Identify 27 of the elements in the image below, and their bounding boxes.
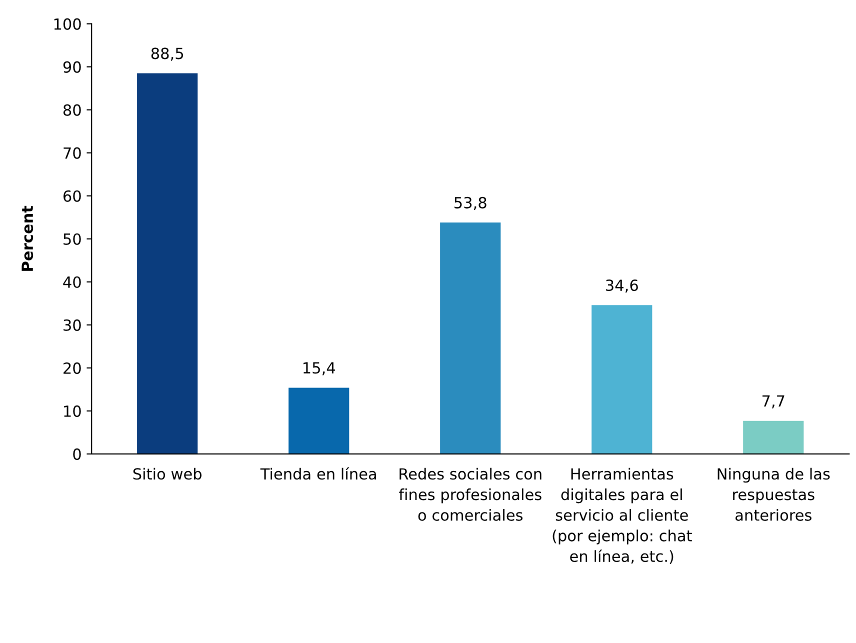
y-tick-label: 20 [64,362,81,374]
y-tick-label: 30 [64,319,81,331]
y-tick-label: 0 [73,448,81,460]
x-tick-label: Tienda en línea [260,467,376,480]
data-label: 7,7 [762,395,784,408]
y-tick-label: 10 [64,405,81,417]
bar [137,73,198,454]
y-tick-label: 90 [63,61,81,73]
data-label: 53,8 [454,196,486,210]
y-tick-label: 100 [54,18,81,30]
x-tick-label: Redes sociales con fines profesionales o comerciales [398,468,542,521]
y-axis-title: Percent [22,206,34,271]
y-tick-label: 60 [63,190,81,202]
data-label: 15,4 [304,362,336,376]
y-tick-label: 50 [64,233,81,245]
data-label: 34,6 [606,279,638,293]
bar [592,305,652,454]
x-tick-label: Ninguna de las respuestas anteriores [718,468,830,521]
bar [440,222,501,454]
x-tick-label: Herramientas digitales para el servicio al cliente (por ejemplo: chat en línea, etc.) [552,468,692,564]
bar [743,420,804,454]
bar [288,388,350,454]
y-tick-label: 40 [63,276,81,288]
y-tick-label: 70 [64,147,81,159]
y-tick-label: 80 [63,104,81,116]
x-tick-label: Sitio web [133,468,202,480]
data-label: 88,5 [151,48,184,61]
